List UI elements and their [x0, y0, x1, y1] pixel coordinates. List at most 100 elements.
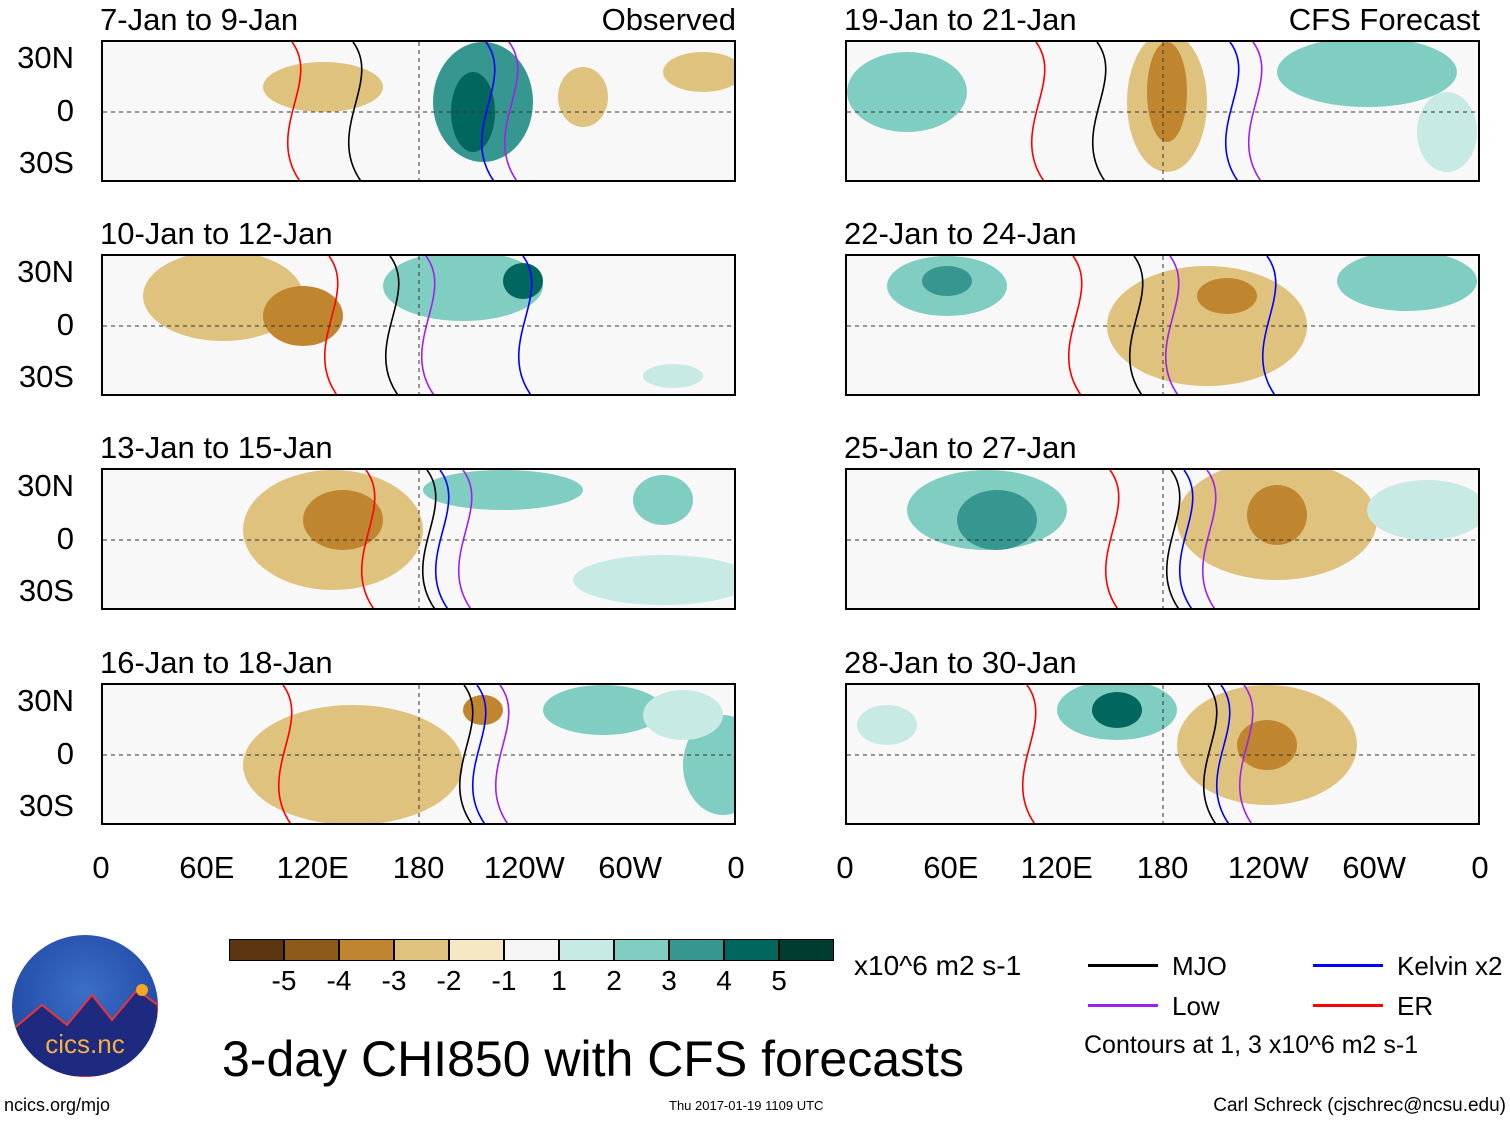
colorbar-label: 1	[551, 965, 567, 996]
colorbar-swatch	[559, 939, 614, 961]
colorbar-label: -3	[381, 965, 407, 996]
contour-mjo	[458, 685, 474, 823]
panel-title: 22-Jan to 24-Jan	[844, 216, 1077, 251]
lon-label: 120E	[1020, 850, 1093, 885]
contour-mjo	[1091, 42, 1107, 180]
colorbar-units: x10^6 m2 s-1	[854, 950, 1022, 981]
anomaly-shading	[857, 705, 917, 745]
map-panel	[101, 683, 736, 825]
anomaly-shading	[1147, 42, 1187, 142]
colorbar-swatch	[339, 939, 394, 961]
anomaly-shading	[543, 685, 663, 735]
contour-er	[1021, 685, 1037, 823]
lon-label: 0	[727, 850, 745, 885]
anomaly-shading	[503, 263, 543, 299]
legend-swatch	[1088, 1004, 1158, 1007]
lat-label: 30S	[18, 573, 74, 608]
lon-label: 120W	[483, 850, 565, 885]
anomaly-shading	[1197, 278, 1257, 314]
anomaly-shading	[1247, 485, 1307, 545]
contour-kelvin	[1215, 685, 1231, 823]
anomaly-shading	[1367, 480, 1478, 540]
colorbar-swatch	[394, 939, 449, 961]
panel-title: 16-Jan to 18-Jan	[100, 645, 333, 680]
anomaly-shading	[643, 690, 723, 740]
lon-label: 0	[1471, 850, 1489, 885]
panel-title: 10-Jan to 12-Jan	[100, 216, 333, 251]
anomaly-shading	[383, 256, 543, 321]
contour-er	[1104, 470, 1120, 608]
colorbar-swatch	[284, 939, 339, 961]
contour-kelvin	[471, 685, 487, 823]
figure-title: 3-day CHI850 with CFS forecasts	[222, 1031, 964, 1087]
anomaly-shading	[143, 256, 303, 341]
contour-er	[360, 470, 376, 608]
contour-low	[457, 470, 473, 608]
lon-label: 60E	[923, 850, 979, 885]
contour-kelvin	[1261, 256, 1277, 394]
contour-kelvin	[517, 256, 533, 394]
colorbar-label: 3	[661, 965, 677, 996]
lon-label: 120E	[276, 850, 349, 885]
lon-label: 0	[836, 850, 854, 885]
panel-title: 13-Jan to 15-Jan	[100, 430, 333, 465]
anomaly-shading	[263, 286, 343, 346]
footer-url[interactable]: ncics.org/mjo	[4, 1095, 111, 1115]
legend-swatch	[1313, 964, 1383, 967]
lat-label: 30S	[18, 359, 74, 394]
contour-low	[1201, 470, 1217, 608]
lat-label: 0	[56, 307, 74, 342]
panel-source-label: CFS Forecast	[1288, 2, 1480, 37]
anomaly-shading	[1277, 42, 1457, 107]
anomaly-shading	[243, 705, 463, 823]
map-panel	[845, 683, 1480, 825]
colorbar-label: -1	[491, 965, 517, 996]
legend-swatch	[1088, 964, 1158, 967]
lat-label: 30N	[17, 254, 74, 289]
lat-label: 30N	[17, 40, 74, 75]
lat-label: 30S	[18, 788, 74, 823]
anomaly-shading	[1092, 692, 1142, 728]
anomaly-shading	[558, 67, 608, 127]
contour-mjo	[1165, 470, 1181, 608]
panel-title: 25-Jan to 27-Jan	[844, 430, 1077, 465]
anomaly-shading	[463, 695, 503, 725]
anomaly-shading	[303, 490, 383, 550]
contour-er	[277, 685, 293, 823]
legend-label: Low	[1172, 991, 1220, 1021]
colorbar-label: -5	[271, 965, 297, 996]
legend-label: MJO	[1172, 951, 1227, 981]
lon-label: 60E	[179, 850, 235, 885]
map-panel	[845, 468, 1480, 610]
contour-mjo	[384, 256, 400, 394]
contour-kelvin	[434, 470, 450, 608]
contour-mjo	[347, 42, 363, 180]
anomaly-shading	[643, 364, 703, 388]
contour-mjo	[1128, 256, 1144, 394]
map-panel	[845, 254, 1480, 396]
map-panel	[845, 40, 1480, 182]
colorbar-swatch	[779, 939, 834, 961]
colorbar-swatch	[724, 939, 779, 961]
contour-er	[1030, 42, 1046, 180]
anomaly-shading	[633, 475, 693, 525]
anomaly-shading	[423, 470, 583, 510]
panel-title: 19-Jan to 21-Jan	[844, 2, 1077, 37]
map-panel	[101, 40, 736, 182]
colorbar-label: 5	[771, 965, 787, 996]
anomaly-shading	[263, 62, 383, 112]
anomaly-shading	[847, 52, 967, 132]
lat-label: 0	[56, 521, 74, 556]
anomaly-shading	[663, 52, 734, 92]
colorbar-swatch	[229, 939, 284, 961]
contour-er	[1067, 256, 1083, 394]
svg-text:cics.nc: cics.nc	[45, 1029, 124, 1059]
contour-er	[323, 256, 339, 394]
colorbar-swatch	[614, 939, 669, 961]
anomaly-shading	[1237, 720, 1297, 770]
contour-low	[503, 42, 519, 180]
contour-kelvin	[1224, 42, 1240, 180]
panel-title: 28-Jan to 30-Jan	[844, 645, 1077, 680]
legend-swatch	[1313, 1004, 1383, 1007]
